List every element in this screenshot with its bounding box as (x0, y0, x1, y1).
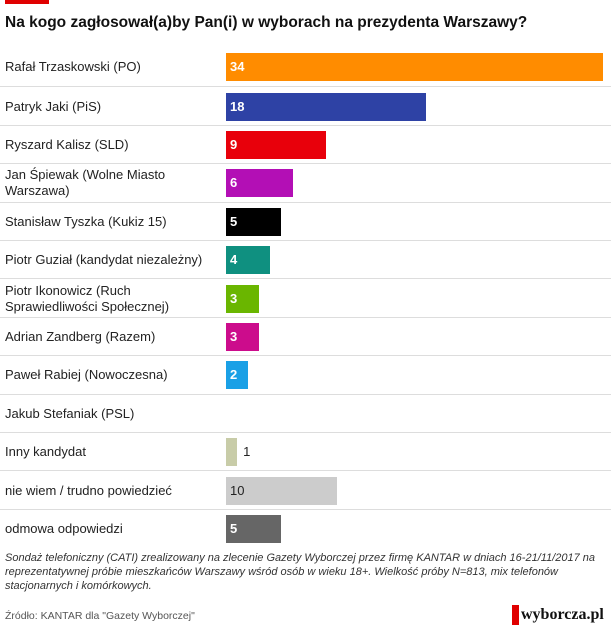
category-label: Piotr Guział (kandydat niezależny) (5, 252, 203, 268)
chart-row: Ryszard Kalisz (SLD) 9 (0, 124, 611, 164)
category-label: Stanisław Tyszka (Kukiz 15) (5, 213, 167, 229)
accent-bar (5, 0, 49, 4)
chart-row: Rafał Trzaskowski (PO) 34 (0, 48, 611, 86)
category-label: nie wiem / trudno powiedzieć (5, 482, 172, 498)
category-label: Adrian Zandberg (Razem) (5, 328, 156, 344)
bar-value-label: 9 (230, 136, 238, 152)
category-label: Jakub Stefaniak (PSL) (5, 405, 135, 421)
bar-value-label: 4 (230, 252, 238, 268)
category-label: Inny kandydat (5, 444, 86, 460)
bar-value-label: 2 (230, 367, 238, 383)
bar-value-label: 6 (230, 175, 238, 191)
bar-value-label: 34 (230, 59, 245, 75)
bar (226, 169, 293, 198)
source-text: Źródło: KANTAR dla "Gazety Wyborczej" (5, 610, 195, 622)
chart-row: Adrian Zandberg (Razem) 3 (0, 316, 611, 356)
survey-note: Sondaż telefoniczny (CATI) zrealizowany … (5, 552, 595, 592)
bar (226, 130, 326, 159)
bar (226, 361, 249, 390)
category-label: Rafał Trzaskowski (PO) (5, 59, 141, 75)
category-label: Piotr Ikonowicz (Ruch Sprawiedliwości Sp… (5, 282, 170, 314)
chart-row: Piotr Guział (kandydat niezależny) 4 (0, 240, 611, 279)
bar-value-label: 5 (230, 520, 238, 536)
bar-value-label: 18 (230, 98, 245, 114)
chart-row: Jakub Stefaniak (PSL) (0, 393, 611, 433)
bar-value-label: 1 (243, 444, 251, 460)
bar-value-label: 5 (230, 213, 238, 229)
bar-value-label: 10 (230, 482, 245, 498)
bar (226, 476, 337, 505)
category-label: Jan Śpiewak (Wolne Miasto Warszawa) (5, 167, 166, 199)
logo-text: wyborcza.pl (521, 606, 604, 623)
chart-row: odmowa odpowiedzi 5 (0, 508, 611, 548)
bar-chart: Rafał Trzaskowski (PO) 34 Patryk Jaki (PiS… (0, 48, 611, 548)
wyborcza-logo[interactable]: wyborcza.pl (512, 604, 604, 626)
category-label: Paweł Rabiej (Nowoczesna) (5, 367, 168, 383)
bar (226, 322, 260, 351)
chart-row: Stanisław Tyszka (Kukiz 15) 5 (0, 201, 611, 241)
chart-row: Piotr Ikonowicz (Ruch Sprawiedliwości Sp… (0, 278, 611, 317)
bar (226, 284, 260, 313)
bar (226, 514, 282, 543)
category-label: odmowa odpowiedzi (5, 520, 123, 536)
bar (226, 53, 603, 82)
chart-row: Paweł Rabiej (Nowoczesna) 2 (0, 355, 611, 394)
bar-value-label: 3 (230, 328, 238, 344)
chart-row: Jan Śpiewak (Wolne Miasto Warszawa) 6 (0, 163, 611, 202)
bar (226, 207, 282, 236)
bar (226, 92, 426, 121)
category-label: Patryk Jaki (PiS) (5, 98, 102, 114)
bar (226, 246, 271, 275)
chart-row: Inny kandydat 1 (0, 432, 611, 471)
bar-value-label: 3 (230, 290, 238, 306)
category-label: Ryszard Kalisz (SLD) (5, 136, 129, 152)
bar (226, 438, 238, 467)
chart-row: Patryk Jaki (PiS) 18 (0, 86, 611, 125)
logo-mark-icon (512, 605, 519, 625)
chart-title: Na kogo zagłosował(a)by Pan(i) w wyborac… (5, 14, 528, 31)
chart-row: nie wiem / trudno powiedzieć 10 (0, 470, 611, 509)
